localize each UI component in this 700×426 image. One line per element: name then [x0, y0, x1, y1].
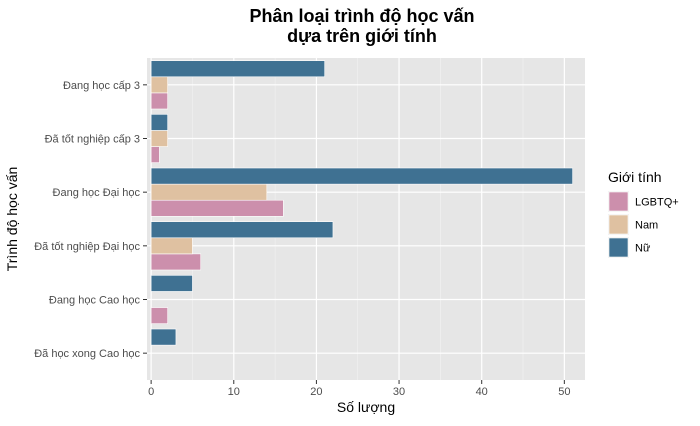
- chart-title-line-2: dựa trên giới tính: [287, 26, 437, 46]
- bars: [150, 60, 573, 346]
- legend-swatch: [608, 214, 629, 235]
- legend-label: Nữ: [635, 243, 651, 255]
- bar: [150, 167, 573, 185]
- bar: [150, 275, 193, 292]
- bar: [150, 237, 193, 255]
- y-tick-label: Đã tốt nghiệp cấp 3: [45, 134, 140, 146]
- x-tick-label: 50: [558, 386, 570, 398]
- y-tick-label: Đã học xong Cao học: [34, 348, 140, 360]
- x-tick-label: 40: [476, 386, 488, 398]
- y-tick-label: Đã tốt nghiệp Đại học: [34, 241, 140, 253]
- bar: [150, 253, 202, 271]
- bar: [150, 130, 168, 147]
- legend-swatch: [608, 191, 629, 212]
- y-axis: Đã học xong Cao học Đang học Cao học Đã tố…: [34, 80, 147, 360]
- bar: [150, 60, 325, 78]
- bar: [150, 92, 168, 110]
- bar: [150, 76, 168, 94]
- x-axis: 0 10 20 30 40 50: [148, 380, 570, 398]
- bar: [150, 199, 284, 217]
- chart-title-line-1: Phân loại trình độ học vấn: [249, 6, 474, 26]
- y-tick-label: Đang học cấp 3: [63, 80, 140, 92]
- bar: [150, 183, 268, 201]
- grid-lines: [147, 58, 585, 380]
- y-axis-title: Trình độ học vấn: [4, 167, 20, 272]
- legend-swatch: [608, 237, 629, 258]
- bar: [150, 307, 168, 324]
- x-tick-label: 30: [393, 386, 405, 398]
- legend: Giới tính LGBTQ+ Nam Nữ: [608, 169, 679, 258]
- bar: [150, 146, 160, 163]
- plot-panel: [147, 58, 585, 380]
- x-tick-label: 0: [148, 386, 154, 398]
- legend-label: Nam: [635, 220, 658, 232]
- x-axis-title: Số lượng: [337, 399, 395, 415]
- legend-label: LGBTQ+: [635, 197, 679, 209]
- legend-title: Giới tính: [608, 169, 662, 185]
- bar: [150, 114, 168, 131]
- y-tick-label: Đang học Cao học: [49, 295, 141, 307]
- bar: [150, 328, 177, 346]
- y-tick-label: Đang học Đại học: [53, 187, 141, 199]
- x-tick-label: 20: [310, 386, 322, 398]
- x-tick-label: 10: [228, 386, 240, 398]
- bar: [150, 221, 334, 239]
